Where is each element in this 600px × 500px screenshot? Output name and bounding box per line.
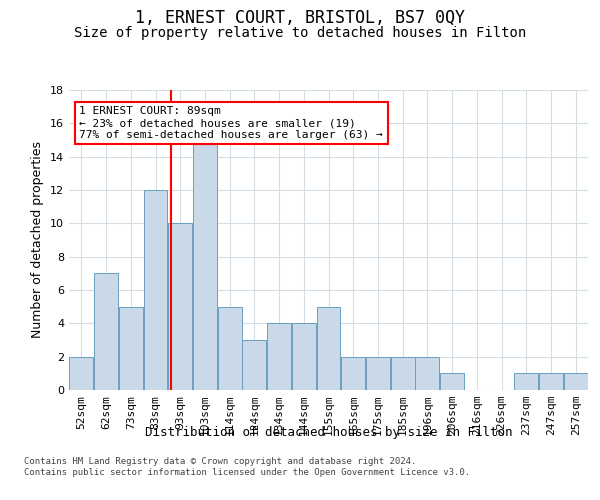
Text: Distribution of detached houses by size in Filton: Distribution of detached houses by size …	[145, 426, 512, 439]
Bar	[440, 374, 464, 390]
Bar	[563, 374, 587, 390]
Y-axis label: Number of detached properties: Number of detached properties	[31, 142, 44, 338]
Bar	[415, 356, 439, 390]
Text: Size of property relative to detached houses in Filton: Size of property relative to detached ho…	[74, 26, 526, 40]
Bar	[242, 340, 266, 390]
Text: Contains HM Land Registry data © Crown copyright and database right 2024.
Contai: Contains HM Land Registry data © Crown c…	[24, 458, 470, 477]
Bar	[168, 224, 192, 390]
Bar	[341, 356, 365, 390]
Bar	[514, 374, 538, 390]
Bar	[193, 140, 217, 390]
Bar	[70, 356, 94, 390]
Bar	[143, 190, 167, 390]
Bar	[539, 374, 563, 390]
Bar	[292, 324, 316, 390]
Bar	[119, 306, 143, 390]
Bar	[267, 324, 291, 390]
Bar	[94, 274, 118, 390]
Bar	[218, 306, 242, 390]
Bar	[317, 306, 340, 390]
Text: 1 ERNEST COURT: 89sqm
← 23% of detached houses are smaller (19)
77% of semi-deta: 1 ERNEST COURT: 89sqm ← 23% of detached …	[79, 106, 383, 140]
Bar	[366, 356, 390, 390]
Text: 1, ERNEST COURT, BRISTOL, BS7 0QY: 1, ERNEST COURT, BRISTOL, BS7 0QY	[135, 8, 465, 26]
Bar	[391, 356, 415, 390]
